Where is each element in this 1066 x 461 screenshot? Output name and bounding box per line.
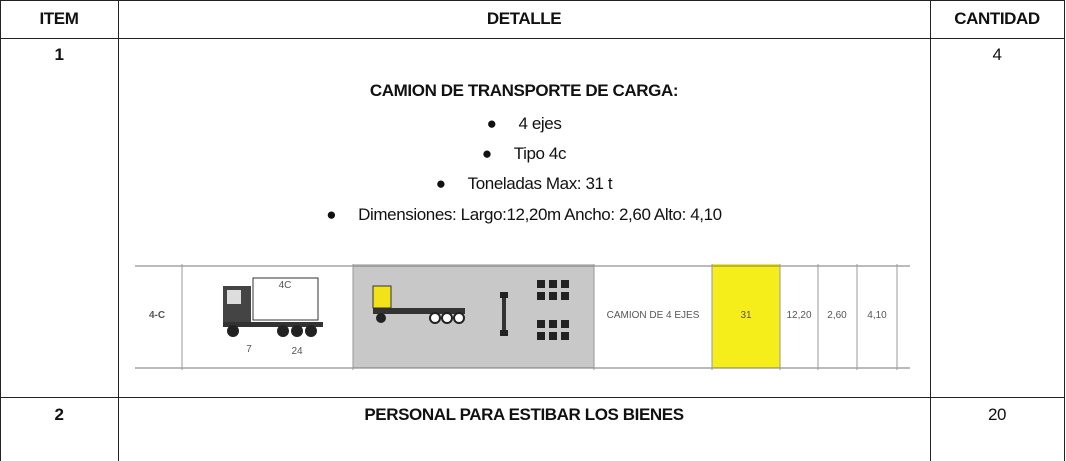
border <box>0 0 1 461</box>
item-cell: 2 <box>54 405 64 424</box>
item-cell: 1 <box>54 45 64 64</box>
border <box>0 0 1065 1</box>
figure-text: 7 <box>246 344 252 355</box>
side-view <box>372 280 569 340</box>
header-cell: DETALLE <box>486 9 562 28</box>
bullet-text: Dimensiones: Largo:12,20m Ancho: 2,60 Al… <box>358 205 722 224</box>
header-cell: ITEM <box>39 9 79 28</box>
border <box>0 397 1065 398</box>
detail-title: CAMION DE TRANSPORTE DE CARGA: <box>369 81 679 100</box>
truck-figure: 4-C 4C 7 24 CAMION DE 4 EJES 31 12,20 2,… <box>135 264 910 370</box>
bullet-item: ● 4 ejes <box>486 114 562 133</box>
bullet-item: ● Toneladas Max: 31 t <box>435 174 613 193</box>
dividers <box>181 264 898 370</box>
gray-panel <box>353 264 594 368</box>
figure-text: 12,20 <box>786 310 811 321</box>
truck-icon <box>223 277 323 337</box>
detail-title: PERSONAL PARA ESTIBAR LOS BIENES <box>364 405 684 424</box>
yellow-panel <box>712 264 780 368</box>
bullet-text: Toneladas Max: 31 t <box>467 174 613 193</box>
figure-text: 24 <box>291 346 303 357</box>
header-cell: CANTIDAD <box>954 9 1040 28</box>
figure-text: 31 <box>740 310 752 321</box>
quantity-cell: 20 <box>987 405 1007 424</box>
figure-text: 4,10 <box>867 310 887 321</box>
quantity-cell: 4 <box>992 45 1002 64</box>
bullet-text: Tipo 4c <box>513 144 567 163</box>
figure-text: 2,60 <box>827 310 847 321</box>
border <box>930 0 931 461</box>
border <box>0 38 1065 39</box>
figure-text: 4C <box>279 280 292 291</box>
figure-text: 4-C <box>149 310 165 321</box>
border <box>118 0 119 461</box>
bullet-item: ● Dimensiones: Largo:12,20m Ancho: 2,60 A… <box>326 205 722 224</box>
bullet-text: 4 ejes <box>518 114 562 133</box>
bullet-item: ● Tipo 4c <box>481 144 567 163</box>
figure-text: CAMION DE 4 EJES <box>607 310 700 321</box>
border <box>1064 0 1065 461</box>
